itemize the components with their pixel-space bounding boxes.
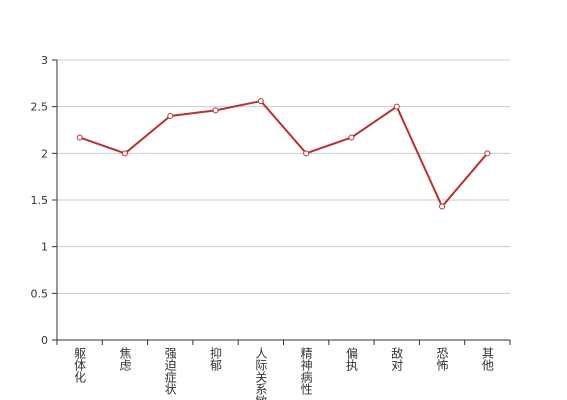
x-tick-label: 焦虑 [118,347,132,371]
point [303,150,310,157]
x-tick-label: 抑郁 [209,346,223,372]
point [257,98,264,105]
point [212,107,219,114]
point [484,150,491,157]
x-tick-label: 人际关系敏感 [254,347,268,400]
point [167,113,174,119]
x-tick-label: 强迫症状 [163,347,177,395]
x-tick-label: 敌对 [390,346,404,371]
y-tick-label: 2.5 [31,101,49,114]
y-tick-label: 3 [41,54,48,67]
y-tick-label: 0.5 [31,287,49,300]
point [121,150,128,157]
point [393,103,400,110]
x-tick-label: 精神病性 [299,347,313,396]
line [79,99,489,209]
x-tick-label: 恐怖 [435,347,449,371]
x-tick-label: 其他 [480,347,494,371]
point [76,134,83,141]
y-tick-label: 1 [41,241,48,254]
point [348,134,355,141]
y-tick-label: 1.5 [31,194,49,207]
y-tick-label: 2 [41,147,48,160]
x-tick-label: 偏执 [344,346,358,372]
x-tick-label: 躯体化 [73,346,87,384]
point [439,203,446,210]
y-tick-label: 0 [41,334,48,347]
